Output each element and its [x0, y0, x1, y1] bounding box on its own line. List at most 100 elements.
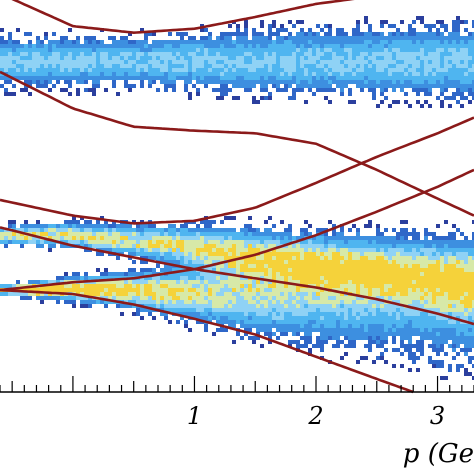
density-cell: [384, 288, 388, 292]
density-cell: [268, 244, 272, 248]
density-cell: [380, 92, 384, 96]
density-cell: [424, 88, 428, 92]
density-cell: [124, 244, 128, 248]
density-cell: [112, 284, 116, 288]
density-cell: [316, 244, 320, 248]
density-cell: [144, 52, 148, 56]
density-cell: [368, 72, 372, 76]
density-cell: [352, 56, 356, 60]
density-cell: [148, 276, 152, 280]
density-cell: [392, 296, 396, 300]
density-cell: [128, 84, 132, 88]
density-cell: [196, 300, 200, 304]
density-cell: [220, 56, 224, 60]
density-cell: [316, 340, 320, 344]
density-cell: [68, 68, 72, 72]
density-cell: [172, 40, 176, 44]
density-cell: [360, 44, 364, 48]
density-cell: [264, 284, 268, 288]
density-cell: [432, 292, 436, 296]
density-cell: [200, 284, 204, 288]
density-cell: [260, 272, 264, 276]
density-cell: [284, 232, 288, 236]
density-cell: [436, 36, 440, 40]
density-cell: [140, 288, 144, 292]
density-cell: [400, 228, 404, 232]
density-cell: [228, 288, 232, 292]
density-cell: [332, 80, 336, 84]
density-cell: [116, 48, 120, 52]
density-cell: [208, 236, 212, 240]
density-cell: [296, 296, 300, 300]
density-cell: [364, 64, 368, 68]
density-cell: [36, 64, 40, 68]
density-cell: [384, 40, 388, 44]
density-cell: [404, 220, 408, 224]
density-cell: [152, 72, 156, 76]
density-cell: [424, 296, 428, 300]
density-cell: [376, 340, 380, 344]
density-cell: [96, 60, 100, 64]
density-cell: [248, 308, 252, 312]
density-cell: [44, 56, 48, 60]
density-cell: [136, 292, 140, 296]
density-cell: [428, 344, 432, 348]
density-cell: [384, 36, 388, 40]
density-cell: [76, 228, 80, 232]
density-cell: [88, 292, 92, 296]
density-cell: [452, 272, 456, 276]
density-cell: [376, 284, 380, 288]
density-cell: [412, 88, 416, 92]
density-cell: [400, 340, 404, 344]
density-cell: [16, 56, 20, 60]
density-cell: [152, 40, 156, 44]
density-cell: [164, 308, 168, 312]
density-cell: [256, 300, 260, 304]
density-cell: [412, 264, 416, 268]
density-cell: [256, 76, 260, 80]
density-cell: [312, 36, 316, 40]
density-cell: [324, 24, 328, 28]
density-cell: [428, 260, 432, 264]
density-cell: [300, 232, 304, 236]
density-cell: [244, 44, 248, 48]
density-cell: [396, 256, 400, 260]
density-cell: [284, 308, 288, 312]
density-cell: [168, 304, 172, 308]
density-cell: [288, 52, 292, 56]
density-cell: [124, 44, 128, 48]
density-cell: [144, 256, 148, 260]
density-cell: [436, 308, 440, 312]
density-cell: [112, 80, 116, 84]
density-cell: [468, 328, 472, 332]
density-cell: [284, 64, 288, 68]
density-cell: [348, 280, 352, 284]
density-cell: [228, 44, 232, 48]
density-cell: [252, 268, 256, 272]
density-cell: [348, 88, 352, 92]
density-cell: [280, 256, 284, 260]
density-cell: [152, 292, 156, 296]
density-cell: [452, 304, 456, 308]
density-cell: [356, 324, 360, 328]
density-cell: [172, 224, 176, 228]
density-cell: [344, 284, 348, 288]
density-cell: [252, 260, 256, 264]
density-cell: [220, 240, 224, 244]
density-cell: [456, 312, 460, 316]
density-cell: [112, 232, 116, 236]
density-cell: [428, 248, 432, 252]
density-cell: [8, 284, 12, 288]
density-cell: [164, 48, 168, 52]
density-cell: [252, 64, 256, 68]
density-cell: [396, 308, 400, 312]
density-cell: [416, 272, 420, 276]
density-cell: [68, 80, 72, 84]
density-cell: [112, 224, 116, 228]
density-cell: [292, 280, 296, 284]
density-cell: [304, 84, 308, 88]
density-cell: [232, 320, 236, 324]
density-cell: [300, 240, 304, 244]
density-cell: [64, 60, 68, 64]
density-cell: [464, 324, 468, 328]
